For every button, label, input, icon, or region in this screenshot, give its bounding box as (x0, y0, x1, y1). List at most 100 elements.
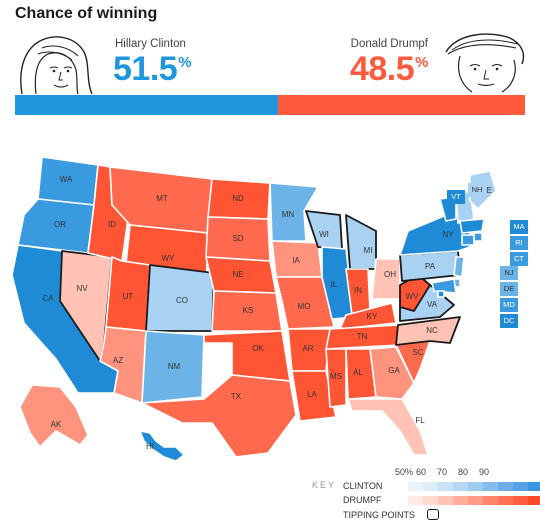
state-nc[interactable] (395, 316, 461, 346)
key-drumpf-swatch-2 (423, 496, 438, 505)
state-label-nm: NM (168, 362, 181, 371)
state-label-nc: NC (426, 326, 438, 335)
state-label-il: IL (331, 280, 338, 289)
key-tick-3: 80 (458, 467, 469, 477)
state-label-wi: WI (319, 230, 329, 239)
key-drumpf-swatch-0 (393, 496, 408, 505)
state-label-hi: HI (146, 442, 154, 451)
state-md[interactable] (431, 278, 457, 294)
state-label-ny: NY (442, 230, 454, 239)
state-label-oh: OH (384, 270, 396, 279)
state-label-ok: OK (252, 344, 264, 353)
state-label-ky: KY (367, 312, 378, 321)
state-ms[interactable] (325, 348, 347, 408)
state-label-la: LA (307, 390, 317, 399)
us-state-map: WA OR CA NV ID MT WY UT AZ CO NM ND SD NE KS OK TX MN IA MO… (11, 156, 497, 462)
state-label-ut: UT (123, 292, 134, 301)
state-label-al: AL (353, 368, 363, 377)
key-tick-1: 60 (416, 467, 427, 477)
state-label-ga: GA (388, 366, 400, 375)
state-label-box-ri: RI (510, 236, 528, 250)
key-clinton-swatch-2 (423, 482, 438, 491)
state-label-sc: SC (412, 348, 423, 357)
state-label-wv: WV (406, 292, 420, 301)
state-tx[interactable] (141, 374, 297, 458)
state-label-mt: MT (156, 194, 168, 203)
clinton-portrait-icon (20, 36, 93, 95)
state-mn[interactable] (269, 182, 319, 242)
state-label-nv: NV (76, 284, 88, 293)
key-drumpf-swatch-9 (528, 496, 540, 505)
state-label-box-ma: MA (510, 220, 528, 234)
state-label-ms: MS (330, 372, 342, 381)
state-ok[interactable] (203, 330, 291, 382)
state-ky[interactable] (339, 302, 397, 330)
state-label-me: ME (480, 186, 492, 195)
drumpf-percent: 48.5% (350, 50, 429, 89)
clinton-percent-unit: % (178, 54, 192, 71)
state-label-sd: SD (232, 234, 243, 243)
drumpf-percent-unit: % (415, 54, 428, 71)
state-label-ia: IA (292, 256, 300, 265)
key-clinton-scale (393, 482, 540, 491)
drumpf-name: Donald Drumpf (350, 38, 428, 50)
key-drumpf-swatch-5 (468, 496, 483, 505)
key-tick-labels: 50% 60 70 80 90 (395, 467, 500, 477)
state-mi[interactable] (345, 214, 377, 270)
state-label-box-vt: VT (447, 190, 465, 204)
clinton-percent-value: 51.5 (113, 50, 178, 88)
clinton-name: Hillary Clinton (115, 38, 186, 50)
key-tick-4: 90 (479, 467, 490, 477)
state-label-wa: WA (60, 175, 73, 184)
key-drumpf-swatch-7 (498, 496, 513, 505)
key-clinton-swatch-8 (513, 482, 528, 491)
key-clinton-swatch-7 (498, 482, 513, 491)
state-hi[interactable] (139, 430, 185, 462)
key-clinton-swatch-4 (453, 482, 468, 491)
key-drumpf-scale (393, 496, 540, 505)
drumpf-portrait-icon (445, 33, 525, 93)
state-label-ne: NE (232, 270, 243, 279)
key-tick-0: 50% (395, 467, 414, 477)
state-label-id: ID (108, 220, 116, 229)
state-dc[interactable] (437, 290, 445, 298)
state-la[interactable] (291, 370, 337, 422)
key-tipping-label: TIPPING POINTS (343, 510, 416, 520)
state-label-ca: CA (42, 294, 54, 303)
state-label-va: VA (427, 300, 438, 309)
state-il[interactable] (321, 246, 355, 320)
state-nj[interactable] (453, 256, 465, 278)
state-label-in: IN (354, 286, 362, 295)
state-label-ar: AR (302, 344, 313, 353)
key-clinton-label: CLINTON (343, 481, 383, 491)
key-drumpf-swatch-1 (408, 496, 423, 505)
tipping-point-swatch (427, 509, 439, 520)
key-clinton-swatch-3 (438, 482, 453, 491)
state-label-tn: TN (357, 332, 368, 341)
state-nm[interactable] (141, 330, 205, 404)
state-mo[interactable] (275, 276, 335, 330)
state-ri[interactable] (473, 232, 483, 242)
state-label-ak: AK (51, 420, 62, 429)
probability-bar (15, 95, 525, 115)
key-drumpf-label: DRUMPF (343, 495, 382, 505)
state-label-az: AZ (113, 356, 123, 365)
state-label-pa: PA (425, 262, 436, 271)
state-label-wy: WY (162, 254, 176, 263)
key-clinton-swatch-5 (468, 482, 483, 491)
state-label-mn: MN (282, 210, 295, 219)
state-label-box-md: MD (500, 298, 518, 312)
state-ct[interactable] (461, 234, 475, 246)
state-label-fl: FL (415, 416, 425, 425)
key-clinton-swatch-6 (483, 482, 498, 491)
key-clinton-swatch-1 (408, 482, 423, 491)
state-fl[interactable] (347, 398, 429, 456)
state-ma[interactable] (459, 218, 485, 234)
state-label-ks: KS (243, 306, 254, 315)
state-label-box-de: DE (500, 282, 518, 296)
state-ga[interactable] (369, 346, 415, 400)
key-drumpf-swatch-6 (483, 496, 498, 505)
state-ak[interactable] (19, 384, 89, 448)
state-label-nd: ND (232, 194, 244, 203)
clinton-probability-segment (15, 95, 278, 115)
